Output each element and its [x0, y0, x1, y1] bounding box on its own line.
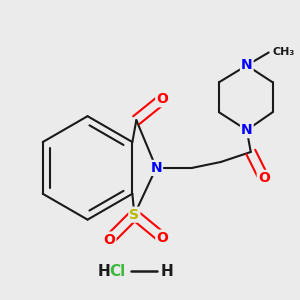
Text: Cl: Cl [109, 264, 125, 279]
Text: CH₃: CH₃ [273, 47, 295, 58]
Text: O: O [156, 231, 168, 244]
Text: O: O [258, 171, 270, 185]
Text: N: N [150, 161, 162, 175]
Text: H: H [161, 264, 173, 279]
Text: N: N [241, 123, 253, 137]
Text: S: S [129, 208, 139, 222]
Text: N: N [241, 58, 253, 72]
Text: H: H [98, 264, 111, 279]
Text: O: O [103, 232, 116, 247]
Text: O: O [156, 92, 168, 106]
